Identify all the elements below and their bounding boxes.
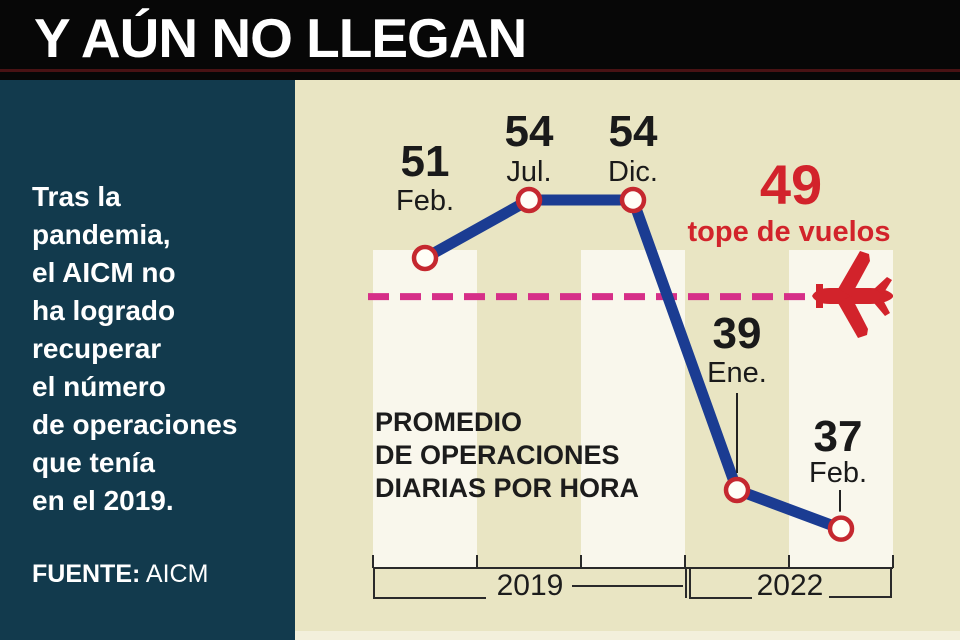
note-line: DE OPERACIONES: [375, 440, 620, 470]
data-point-marker: [827, 515, 855, 542]
paragraph-line: pandemia,: [32, 219, 171, 250]
x-axis: [372, 555, 894, 569]
axis-ticks: [372, 555, 894, 568]
point-label-value: 39: [712, 309, 762, 358]
note-line: PROMEDIO: [375, 407, 523, 437]
paragraph-line: el AICM no: [32, 257, 176, 288]
data-point-marker: [515, 186, 543, 214]
data-point-marker: [619, 186, 647, 214]
paragraph-line: ha logrado: [32, 295, 176, 326]
sidebar: Tras la pandemia, el AICM no ha logrado …: [0, 80, 295, 640]
year-bracket-2022: [689, 568, 892, 599]
point-label-value: 54: [504, 107, 554, 156]
header-bar: Y AÚN NO LLEGAN: [0, 0, 960, 80]
paragraph-line: el número: [32, 371, 166, 402]
data-point-marker: [723, 476, 751, 504]
point-label-month: Feb.: [808, 457, 868, 489]
point-label-value: 37: [813, 412, 863, 461]
page-title: Y AÚN NO LLEGAN: [34, 7, 527, 69]
point-label-value: 51: [400, 137, 450, 186]
point-label-month: Dic.: [608, 156, 658, 188]
point-label-value: 54: [608, 107, 658, 156]
source-value: AICM: [140, 560, 209, 588]
point-label-month: Jul.: [506, 156, 552, 188]
cap-text-label: tope de vuelos: [687, 216, 891, 248]
airplane-icon: [812, 251, 893, 338]
cap-value-label: 49: [759, 153, 823, 216]
note-line: DIARIAS POR HORA: [375, 473, 640, 503]
column-band: [373, 250, 477, 568]
chart-note: PROMEDIO DE OPERACIONES DIARIAS POR HORA: [375, 406, 639, 505]
source-line: FUENTE: AICM: [32, 560, 208, 589]
paragraph-line: de operaciones: [32, 409, 238, 440]
data-point-markers: [411, 186, 855, 542]
data-point-marker: [411, 244, 439, 272]
paragraph-line: recuperar: [32, 333, 162, 364]
paragraph-line: que tenía: [32, 447, 155, 478]
header-rule: [0, 69, 960, 72]
paragraph-line: en el 2019.: [32, 485, 174, 516]
year-label: 2022: [756, 569, 824, 602]
bottom-strip: [295, 631, 960, 640]
year-bracket-2019: [373, 568, 687, 599]
year-label: 2019: [496, 569, 564, 602]
paragraph-line: Tras la: [32, 181, 121, 212]
point-label-month: Feb.: [395, 185, 455, 217]
source-label: FUENTE:: [32, 560, 141, 588]
point-label-month: Ene.: [707, 357, 767, 389]
sidebar-paragraph: Tras la pandemia, el AICM no ha logrado …: [32, 178, 237, 520]
